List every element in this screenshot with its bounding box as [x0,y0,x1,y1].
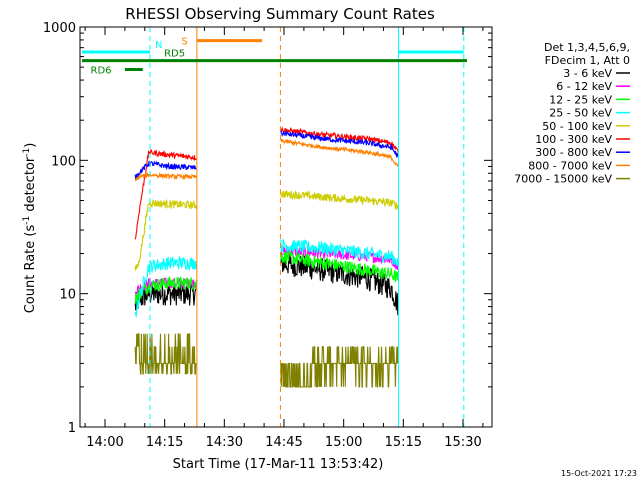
series-7000-15000-kev-2 [280,346,399,388]
y-axis-label-exponent-1: -1 [22,216,32,225]
series-800-7000-kev-1 [134,171,197,182]
footer-date: 15-Oct-2021 17:23 [561,469,637,478]
x-tick-label-1430: 14:30 [206,435,243,450]
legend-header-line-2: FDecim 1, Att 0 [545,54,630,67]
series-3-6-kev-2 [280,252,399,316]
status-bar-label-n: N [155,40,162,51]
series-300-800-kev-2 [280,130,399,158]
plot-frame [79,26,493,428]
legend: Det 1,3,4,5,6,9, FDecim 1, Att 0 3 - 6 k… [514,41,630,186]
y-axis-label-end: ) [23,143,38,148]
x-tick-label-1415: 14:15 [146,435,183,450]
y-axis-label-mid: detector [23,156,38,216]
legend-label-7000-15000-kev: 7000 - 15000 keV [514,173,612,186]
series-25-50-kev-2 [280,237,399,266]
series-50-100-kev-2 [280,190,399,211]
status-bar-label-rd5: RD5 [164,49,185,60]
axes: 1 10 100 1000 14:00 14:15 14:30 14:45 15:00 15:15… [43,21,493,450]
legend-label-800-7000-kev: 800 - 7000 keV [528,159,612,172]
legend-label-12-25-kev: 12 - 25 keV [549,93,612,106]
x-tick-label-1500: 15:00 [325,435,362,450]
x-tick-label-1400: 14:00 [86,435,123,450]
x-axis-label: Start Time (17-Mar-11 13:53:42) [173,457,384,472]
x-tick-label-1515: 15:15 [385,435,422,450]
y-axis-label-base: Count Rate (s [23,225,38,314]
status-bar-label-rd6: RD6 [91,66,112,77]
series-7000-15000-kev-1 [134,333,197,375]
legend-label-3-6-kev: 3 - 6 keV [563,67,612,80]
series-6-12-kev-2 [280,245,399,270]
legend-label-25-50-kev: 25 - 50 keV [549,107,612,120]
series-50-100-kev-1 [134,198,197,271]
y-tick-label-10: 10 [59,288,76,303]
y-tick-label-1: 1 [68,421,76,436]
series-12-25-kev-2 [280,250,399,283]
y-axis-label-exponent-2: -1 [22,148,32,157]
legend-label-50-100-kev: 50 - 100 keV [542,120,612,133]
chart-title: RHESSI Observing Summary Count Rates [125,5,435,23]
series-300-800-kev-1 [134,160,197,181]
legend-label-300-800-kev: 300 - 800 keV [535,146,612,159]
legend-label-6-12-kev: 6 - 12 keV [556,80,612,93]
series-25-50-kev-1 [134,255,197,318]
y-tick-label-100: 100 [51,154,76,169]
y-axis-label: Count Rate (s-1 detector-1) [22,143,38,314]
legend-label-100-300-kev: 100 - 300 keV [535,133,612,146]
legend-header-line-1: Det 1,3,4,5,6,9, [544,41,630,54]
x-tick-label-1445: 14:45 [265,435,302,450]
series-800-7000-kev-2 [280,138,399,168]
status-bar-label-s: S [181,37,187,48]
series-3-6-kev-1 [134,281,197,311]
x-tick-label-1530: 15:30 [444,435,481,450]
series-12-25-kev-1 [134,276,197,305]
y-tick-label-1000: 1000 [43,21,76,36]
